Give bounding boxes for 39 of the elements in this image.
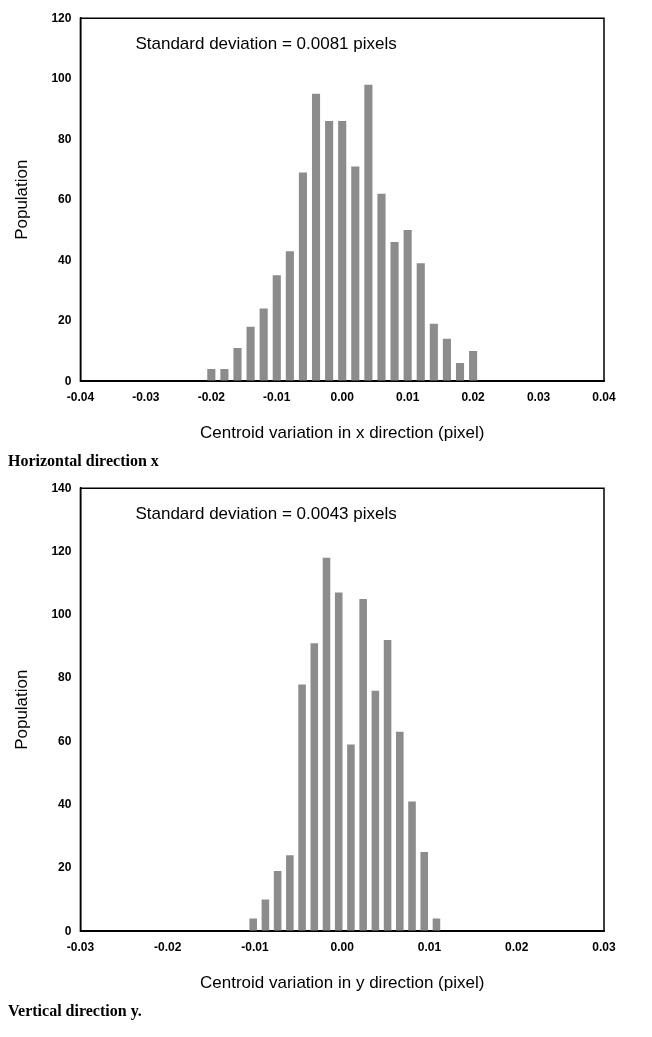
x-tick-label: 0.00 [330,389,355,404]
x-tick-label: 0.03 [592,939,616,954]
y-tick-label: 140 [51,480,72,495]
x-tick-label: -0.02 [154,939,182,954]
annotation: Standard deviation = 0.0043 pixels [135,504,397,524]
x-tick-label: 0.03 [526,389,551,404]
x-axis-title: Centroid variation in y direction (pixel) [200,973,485,993]
y-tick-label: 100 [51,607,72,622]
x-tick-label: 0.00 [330,939,355,954]
y-tick-label: 40 [58,796,72,811]
x-tick-label: 0.02 [461,389,486,404]
y-tick-label: 0 [64,373,72,388]
x-tick-label: -0.03 [66,939,95,954]
y-tick-label: 60 [58,192,72,207]
x-axis-title: Centroid variation in x direction (pixel) [200,423,485,443]
x-tick-label: 0.04 [592,389,616,404]
text: Vertical direction y. [8,1002,143,1020]
y-tick-label: 120 [51,10,72,25]
y-axis-title: Population [11,669,31,750]
y-tick-label: 20 [58,860,72,875]
y-tick-label: 40 [58,252,72,267]
y-tick-label: 80 [58,131,72,146]
annotation: Standard deviation = 0.0081 pixels [135,34,397,54]
x-tick-label: 0.01 [417,939,442,954]
x-tick-label: -0.01 [241,939,269,954]
y-axis-title: Population [11,159,31,240]
y-tick-label: 120 [51,543,72,558]
x-tick-label: 0.01 [395,389,420,404]
y-tick-label: 100 [51,71,72,86]
x-tick-label: 0.02 [505,939,529,954]
x-tick-label: -0.03 [132,389,160,404]
y-tick-label: 0 [64,923,72,938]
text: Horizontal direction x [8,452,160,470]
x-tick-label: -0.01 [263,389,291,404]
x-tick-label: -0.04 [66,389,95,404]
x-tick-label: -0.02 [197,389,226,404]
y-tick-label: 20 [58,313,72,328]
y-tick-label: 80 [58,670,72,685]
y-tick-label: 60 [58,733,72,748]
